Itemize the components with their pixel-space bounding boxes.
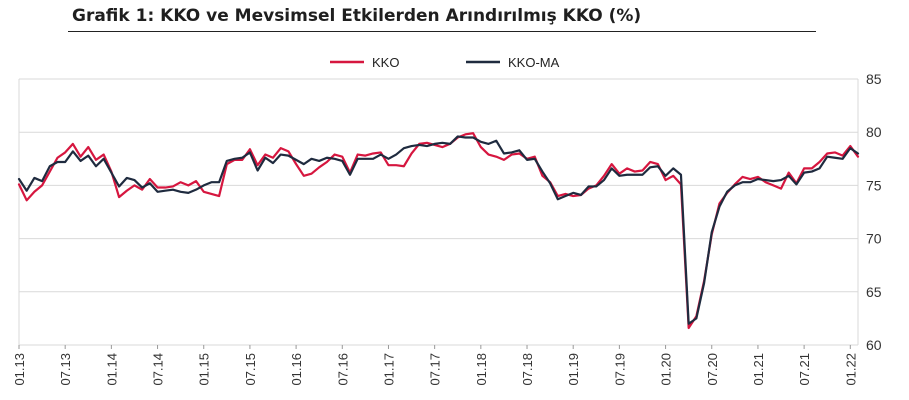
title-underline bbox=[68, 31, 816, 32]
chart-title: Grafik 1: KKO ve Mevsimsel Etkilerden Ar… bbox=[72, 6, 642, 26]
plot-border bbox=[18, 79, 859, 345]
series-line-kko bbox=[17, 132, 860, 330]
x-tick-label-07-20: 07.20 bbox=[705, 353, 720, 386]
x-tick-label-01-16: 01.16 bbox=[289, 353, 304, 386]
x-tick-label-01-20: 01.20 bbox=[659, 353, 674, 386]
x-tick-label-01-14: 01.14 bbox=[104, 353, 119, 386]
x-tick-label-01-22: 01.22 bbox=[843, 353, 858, 386]
y-axis-ticks: 60 65 70 75 80 85 bbox=[866, 71, 882, 353]
x-tick-label-07-16: 07.16 bbox=[335, 353, 350, 386]
legend-label-kko-ma: KKO-MA bbox=[508, 55, 560, 70]
x-tick-label-07-21: 07.21 bbox=[797, 353, 812, 386]
legend: KKO KKO-MA bbox=[330, 55, 560, 70]
y-tick-label-75: 75 bbox=[866, 177, 882, 193]
y-tick-label-85: 85 bbox=[866, 71, 882, 87]
series-layer bbox=[17, 132, 860, 330]
x-tick-label-01-19: 01.19 bbox=[566, 353, 581, 386]
x-tick-label-07-14: 07.14 bbox=[151, 353, 166, 386]
legend-label-kko: KKO bbox=[372, 55, 399, 70]
y-tick-label-60: 60 bbox=[866, 337, 882, 353]
x-tick-label-07-18: 07.18 bbox=[520, 353, 535, 386]
x-tick-label-01-15: 01.15 bbox=[197, 353, 212, 386]
y-tick-label-80: 80 bbox=[866, 124, 882, 140]
x-tick-label-01-17: 01.17 bbox=[381, 353, 396, 386]
grid-lines bbox=[19, 78, 858, 346]
series-line-kko-ma bbox=[17, 135, 860, 325]
y-tick-label-65: 65 bbox=[866, 284, 882, 300]
x-tick-label-07-17: 07.17 bbox=[428, 353, 443, 386]
x-tick-label-07-13: 07.13 bbox=[58, 353, 73, 386]
x-tick-label-01-18: 01.18 bbox=[474, 353, 489, 386]
y-tick-label-70: 70 bbox=[866, 231, 882, 247]
x-tick-label-07-19: 07.19 bbox=[612, 353, 627, 386]
x-tick-label-01-21: 01.21 bbox=[751, 353, 766, 386]
x-tick-label-01-13: 01.13 bbox=[12, 353, 27, 386]
x-axis-ticks: 01.13 07.13 01.14 07.14 01.15 07.15 01.16 07.16… bbox=[12, 345, 858, 386]
x-tick-label-07-15: 07.15 bbox=[243, 353, 258, 386]
